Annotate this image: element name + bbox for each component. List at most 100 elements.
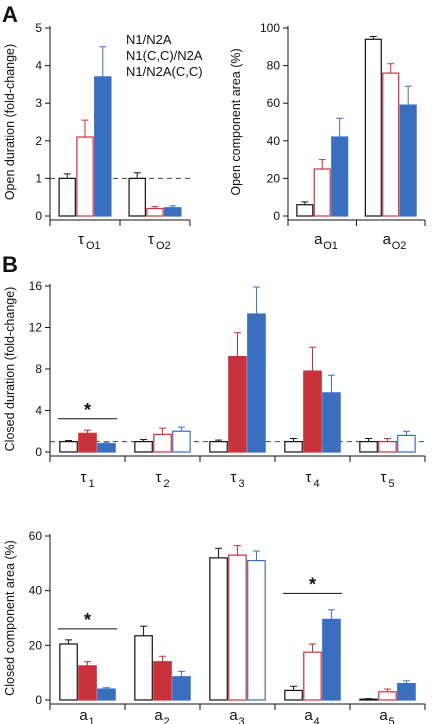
bar bbox=[284, 441, 303, 453]
x-tick-label-sub: 2 bbox=[164, 478, 170, 490]
bar bbox=[313, 168, 331, 217]
x-tick-label: a bbox=[379, 707, 388, 724]
x-tick-label: a bbox=[383, 231, 392, 248]
bar bbox=[209, 441, 228, 453]
bar bbox=[59, 441, 78, 453]
x-tick-label: τ bbox=[156, 469, 162, 486]
bar bbox=[364, 38, 382, 217]
bar bbox=[76, 136, 94, 217]
y-tick-label: 0 bbox=[273, 209, 280, 223]
bar bbox=[359, 441, 378, 453]
y-tick-label: 60 bbox=[267, 96, 281, 110]
x-tick-label-sub: O2 bbox=[156, 240, 171, 252]
bar bbox=[58, 177, 76, 217]
bar bbox=[94, 76, 112, 217]
y-tick-label: 2 bbox=[35, 134, 42, 148]
bar bbox=[78, 665, 97, 701]
bar bbox=[153, 661, 172, 701]
y-tick-label: 12 bbox=[29, 321, 43, 335]
legend: N1/N2A N1(C,C)/N2A N1/N2A(C,C) bbox=[126, 32, 203, 79]
bar bbox=[322, 392, 341, 453]
x-tick-label-sub: 4 bbox=[314, 716, 320, 724]
bar bbox=[359, 698, 378, 701]
bar bbox=[134, 635, 153, 701]
x-tick-label-sub: 4 bbox=[314, 478, 320, 490]
y-axis-label: Open duration (fold-change) bbox=[3, 44, 17, 200]
x-tick-label: a bbox=[79, 707, 88, 724]
bar bbox=[397, 682, 416, 701]
significance-star: * bbox=[84, 400, 91, 420]
bar bbox=[284, 689, 303, 701]
x-tick-label: τ bbox=[81, 469, 87, 486]
x-tick-label: τ bbox=[231, 469, 237, 486]
bar bbox=[303, 651, 322, 701]
bar bbox=[382, 72, 400, 217]
panel-label-a: A bbox=[2, 2, 18, 27]
x-tick-label: a bbox=[229, 707, 238, 724]
y-tick-label: 40 bbox=[29, 584, 43, 598]
y-tick-label: 4 bbox=[35, 59, 42, 73]
x-tick-label: τ bbox=[381, 469, 387, 486]
x-tick-label-sub: 5 bbox=[389, 716, 395, 724]
bar bbox=[399, 104, 417, 217]
y-tick-label: 4 bbox=[35, 404, 42, 418]
x-tick-label-sub: 3 bbox=[239, 478, 245, 490]
y-axis-label: Open component area (%) bbox=[229, 48, 243, 195]
x-tick-label-sub: O2 bbox=[392, 240, 407, 252]
bar bbox=[397, 434, 416, 453]
bar bbox=[153, 433, 172, 453]
y-tick-label: 0 bbox=[35, 209, 42, 223]
x-tick-label: τ bbox=[148, 231, 154, 248]
x-tick-label-sub: 1 bbox=[89, 716, 95, 724]
x-tick-label: a bbox=[154, 707, 163, 724]
bar bbox=[247, 313, 266, 453]
bar bbox=[146, 207, 164, 217]
legend-entry-n1cc-n2a: N1(C,C)/N2A bbox=[126, 48, 203, 63]
y-tick-label: 20 bbox=[267, 171, 281, 185]
legend-entry-n1-n2a: N1/N2A bbox=[126, 32, 172, 47]
bar bbox=[97, 688, 116, 701]
bar bbox=[97, 443, 116, 453]
y-tick-label: 40 bbox=[267, 134, 281, 148]
bar bbox=[172, 676, 191, 701]
x-tick-label: a bbox=[314, 231, 323, 248]
bar bbox=[164, 207, 182, 217]
panel-label-b: B bbox=[2, 252, 18, 277]
y-axis-label: Closed duration (fold-change) bbox=[3, 287, 17, 452]
y-tick-label: 0 bbox=[35, 445, 42, 459]
bar bbox=[228, 355, 247, 453]
y-axis-label: Closed component area (%) bbox=[3, 540, 17, 696]
y-tick-label: 5 bbox=[35, 21, 42, 35]
significance-star: * bbox=[309, 574, 316, 594]
x-tick-label-sub: 3 bbox=[239, 716, 245, 724]
x-tick-label-sub: 5 bbox=[389, 478, 395, 490]
bar bbox=[172, 430, 191, 453]
x-tick-label-sub: O1 bbox=[86, 240, 101, 252]
bar bbox=[378, 691, 397, 701]
x-tick-label: a bbox=[304, 707, 313, 724]
y-tick-label: 80 bbox=[267, 59, 281, 73]
bar bbox=[59, 643, 78, 701]
x-tick-label: τ bbox=[306, 469, 312, 486]
y-tick-label: 0 bbox=[35, 693, 42, 707]
x-tick-label-sub: 2 bbox=[164, 716, 170, 724]
y-tick-label: 8 bbox=[35, 362, 42, 376]
y-tick-label: 100 bbox=[260, 21, 280, 35]
bar bbox=[134, 441, 153, 453]
x-tick-label-sub: 1 bbox=[89, 478, 95, 490]
y-tick-label: 3 bbox=[35, 96, 42, 110]
legend-entry-n1-n2acc: N1/N2A(C,C) bbox=[126, 64, 203, 79]
y-tick-label: 20 bbox=[29, 638, 43, 652]
significance-star: * bbox=[84, 610, 91, 630]
bar bbox=[78, 432, 97, 453]
y-tick-label: 16 bbox=[29, 279, 43, 293]
bar bbox=[378, 441, 397, 453]
bar bbox=[128, 177, 146, 217]
bar bbox=[303, 370, 322, 453]
x-tick-label: τ bbox=[78, 231, 84, 248]
